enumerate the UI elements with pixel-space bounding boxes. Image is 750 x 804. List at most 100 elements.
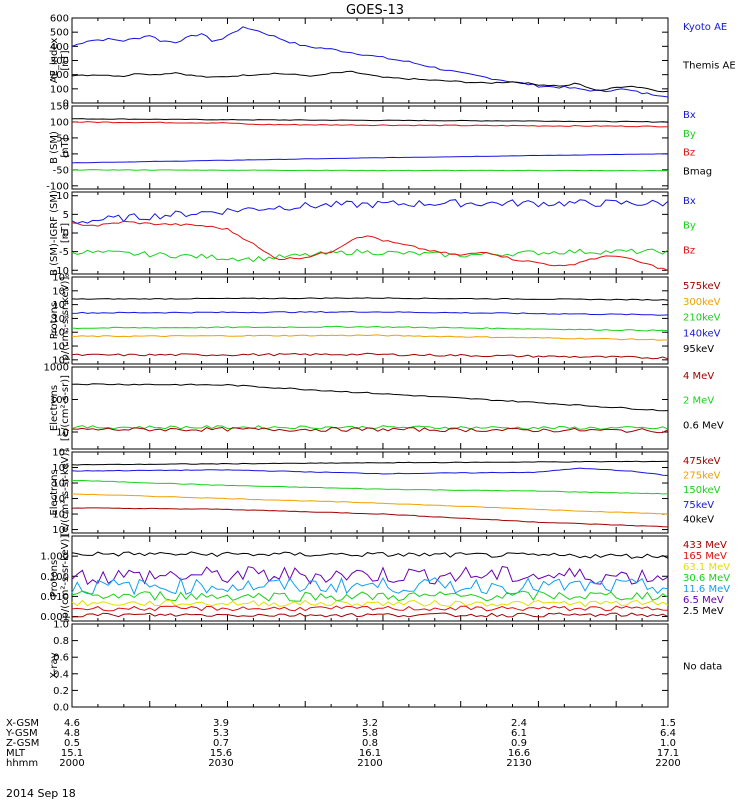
protons_low-ytick-label: 10⁴ xyxy=(52,300,69,311)
electrons_kev-ytick-label: 10⁵ xyxy=(52,479,69,490)
electrons_kev-legend-150keV: 150keV xyxy=(683,485,721,496)
ae-series-Kyoto-AE xyxy=(71,26,669,98)
bsm-legend-Bx: Bx xyxy=(683,110,696,121)
protons_mev-ylabel-units: [p/(cm²-s-sr-keV)] xyxy=(60,535,71,623)
protons_low-series-95keV xyxy=(71,297,669,301)
bsmigrf-series-Bx xyxy=(71,199,669,224)
orbit-row-value: 6.4 xyxy=(660,728,676,739)
orbit-row-value: 6.1 xyxy=(511,728,527,739)
protons_mev-frame xyxy=(71,535,669,622)
bsm-ytick-label: 150 xyxy=(50,102,69,113)
protons_mev-series-2-5-MeV xyxy=(71,551,669,559)
ae-legend-Themis-AE: Themis AE xyxy=(682,61,736,72)
bsmigrf-ytick-label: 5 xyxy=(63,210,69,221)
protons_low-ytick-label: 10² xyxy=(52,328,69,339)
protons_mev-series-63-1-MeV xyxy=(71,599,669,608)
electrons_kev-legend-275keV: 275keV xyxy=(683,471,721,482)
ae-ytick-label: 300 xyxy=(50,56,69,67)
electrons_kev-series-275keV xyxy=(71,493,669,515)
bsm-series-Bmag xyxy=(72,118,669,123)
protons_mev-series-433-MeV xyxy=(72,612,669,618)
ae-frame xyxy=(71,17,669,104)
protons_low-legend-300keV: 300keV xyxy=(683,297,721,308)
xray-ylabel: X-ray xyxy=(49,652,60,678)
protons_low-legend-575keV: 575keV xyxy=(683,281,721,292)
protons_low-legend-140keV: 140keV xyxy=(683,328,721,339)
orbit-row-label: Y-GSM xyxy=(5,728,38,739)
bsmigrf-ytick-label: 10 xyxy=(56,191,69,202)
xray-ytick-label: 0.6 xyxy=(53,653,69,664)
electrons_kev-legend-75keV: 75keV xyxy=(683,500,714,511)
protons_mev-legend-433-MeV: 433 MeV xyxy=(683,540,727,551)
orbit-row-value: 17.1 xyxy=(657,748,679,759)
protons_mev-legend-2-5-MeV: 2.5 MeV xyxy=(683,606,724,617)
bsm-ytick-label: 100 xyxy=(50,117,69,128)
orbit-row-label: X-GSM xyxy=(6,718,39,729)
protons_mev-legend-11-6-MeV: 11.6 MeV xyxy=(683,584,730,595)
orbit-row-value: 16.1 xyxy=(359,748,381,759)
bsm-series-Bx xyxy=(71,153,669,164)
bsm-ytick-label: 50 xyxy=(56,133,69,144)
xray-ytick-label: 0.4 xyxy=(53,669,69,680)
orbit-row-value: 0.5 xyxy=(64,738,80,749)
bsm-legend-Bz: Bz xyxy=(683,148,695,159)
ae-series-Themis-AE xyxy=(71,70,669,93)
electrons_kev-frame xyxy=(71,451,669,534)
protons_mev-series-165-MeV xyxy=(71,605,669,612)
bsmigrf-ytick-label: -10 xyxy=(53,266,69,277)
ae-ytick-label: 200 xyxy=(50,70,69,81)
electrons_mev-series-2-MeV xyxy=(71,425,669,430)
bsmigrf-ytick-label: -5 xyxy=(59,247,69,258)
bsmigrf-legend-Bz: Bz xyxy=(683,245,695,256)
electrons_kev-legend-475keV: 475keV xyxy=(683,456,721,467)
protons_low-series-575keV xyxy=(71,352,669,360)
bsmigrf-frame xyxy=(71,191,669,275)
orbit-row-value: 3.9 xyxy=(213,718,229,729)
electrons_mev-ytick-label: 1000 xyxy=(44,363,69,374)
electrons_mev-ytick-label: 10 xyxy=(56,428,69,439)
orbit-row-value: 3.2 xyxy=(362,718,378,729)
electrons_mev-legend-0-6-MeV: 0.6 MeV xyxy=(683,420,724,431)
protons_low-legend-95keV: 95keV xyxy=(683,344,714,355)
bsm-ylabel-units: [nT] xyxy=(60,137,71,157)
bsmigrf-ylabel: B (SM)-IGRF (SM) xyxy=(49,190,60,276)
bsmigrf-ylabel-units: [nT] xyxy=(60,223,71,243)
electrons_kev-ylabel-units: [e/(cm²-s-sr-keV)] xyxy=(60,449,71,537)
electrons_mev-series-0-6-MeV xyxy=(71,383,669,412)
ae-legend-Kyoto-AE: Kyoto AE xyxy=(683,22,727,33)
orbit-row-value: 0.7 xyxy=(213,738,229,749)
plot-title: GOES-13 xyxy=(346,3,404,18)
bsm-series-By xyxy=(71,169,669,172)
electrons_mev-ylabel: Electrons xyxy=(49,385,60,431)
orbit-row-value: 5.3 xyxy=(213,728,229,739)
electrons_kev-ytick-label: 10⁶ xyxy=(52,463,69,474)
protons_low-ytick-label: 10⁵ xyxy=(52,286,69,297)
electrons_kev-legend-40keV: 40keV xyxy=(683,514,714,525)
bsm-ytick-label: 0 xyxy=(63,149,69,160)
protons_mev-legend-165-MeV: 165 MeV xyxy=(683,551,727,562)
bsm-legend-Bmag: Bmag xyxy=(683,166,712,177)
bsmigrf-legend-By: By xyxy=(683,221,696,232)
ae-ytick-label: 600 xyxy=(50,14,69,25)
protons_low-series-210keV xyxy=(71,325,669,332)
electrons_mev-frame xyxy=(71,366,669,450)
electrons_kev-ytick-label: 10² xyxy=(52,525,69,536)
xray-ytick-label: 0.2 xyxy=(53,686,69,697)
bsm-series-Bz xyxy=(71,121,669,128)
orbit-row-value: 2000 xyxy=(59,758,84,769)
bsm-frame xyxy=(71,105,669,190)
protons_low-ytick-label: 10³ xyxy=(52,314,69,325)
electrons_mev-ylabel-units: [e/(cm²-s-sr)] xyxy=(60,375,71,441)
orbit-row-value: 4.6 xyxy=(64,718,80,729)
electrons_mev-series-4-MeV xyxy=(71,426,669,434)
xray-ytick-label: 0.0 xyxy=(53,703,69,714)
orbit-row-value: 16.6 xyxy=(508,748,530,759)
protons_mev-series-30-6-MeV xyxy=(71,590,669,602)
orbit-row-label: MLT xyxy=(6,748,26,759)
bsm-legend-By: By xyxy=(683,129,696,140)
protons_mev-legend-6-5-MeV: 6.5 MeV xyxy=(683,595,724,606)
ae-ytick-label: 0 xyxy=(63,99,69,110)
ae-ytick-label: 500 xyxy=(50,28,69,39)
protons_low-series-300keV xyxy=(71,334,669,341)
